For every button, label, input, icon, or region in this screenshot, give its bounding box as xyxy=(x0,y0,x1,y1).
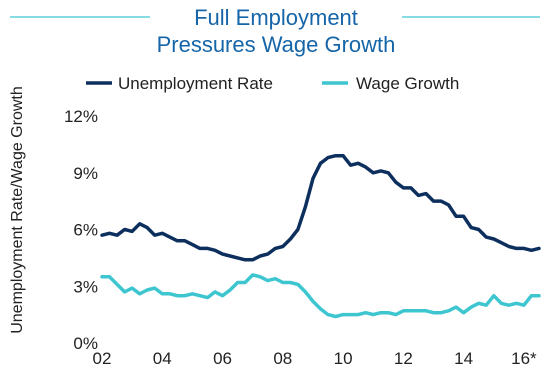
x-tick-label: 04 xyxy=(153,349,172,368)
y-tick-label: 0% xyxy=(73,334,98,353)
series-line-wage-growth xyxy=(100,273,541,319)
title-line-1: Full Employment xyxy=(194,5,358,30)
chart-title: Full Employment Pressures Wage Growth xyxy=(10,5,540,57)
x-tick-label: 12 xyxy=(394,349,413,368)
x-tick-label: 14 xyxy=(454,349,473,368)
x-tick-label: 16* xyxy=(511,349,537,368)
x-tick-label: 08 xyxy=(273,349,292,368)
series-line-unemployment-rate xyxy=(100,153,541,262)
y-ticks: 0% 3% 6% 9% 12% xyxy=(64,107,98,353)
legend: Unemployment Rate Wage Growth xyxy=(86,74,459,93)
legend-label-unemployment: Unemployment Rate xyxy=(118,74,273,93)
legend-label-wage-growth: Wage Growth xyxy=(356,74,459,93)
series-lines xyxy=(100,153,541,319)
x-tick-label: 02 xyxy=(93,349,112,368)
title-line-2: Pressures Wage Growth xyxy=(157,32,396,57)
y-tick-label: 3% xyxy=(73,277,98,296)
x-ticks: 02 04 06 08 10 12 14 16* xyxy=(93,349,538,368)
y-tick-label: 12% xyxy=(64,107,98,126)
y-axis-label: Unemployment Rate/Wage Growth xyxy=(9,86,26,334)
x-tick-label: 06 xyxy=(213,349,232,368)
x-tick-label: 10 xyxy=(334,349,353,368)
y-tick-label: 6% xyxy=(73,221,98,240)
y-tick-label: 9% xyxy=(73,164,98,183)
